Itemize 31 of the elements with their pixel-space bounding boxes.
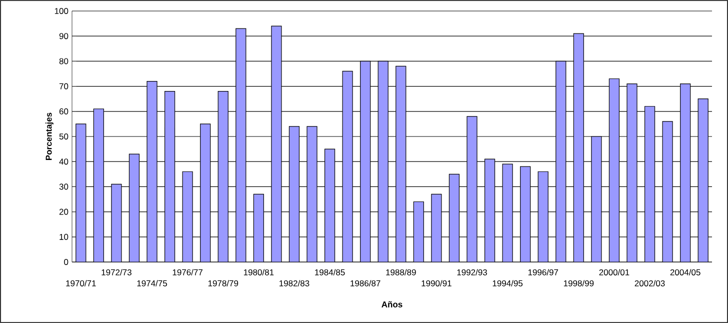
y-tick-label: 50 bbox=[59, 133, 68, 140]
y-tick-label: 40 bbox=[59, 158, 68, 165]
y-tick-label: 10 bbox=[60, 234, 68, 240]
x-tick-label: 1984/85 bbox=[315, 269, 345, 276]
y-tick-label: 70 bbox=[59, 83, 68, 90]
x-tick-label: 2000/01 bbox=[599, 269, 630, 276]
y-tick-label: 20 bbox=[59, 208, 68, 215]
y-tick-label: 80 bbox=[59, 58, 68, 64]
x-tick-label: 1998/99 bbox=[564, 280, 594, 286]
y-tick-label: 30 bbox=[59, 184, 68, 190]
y-axis-title: Porcentajes bbox=[46, 112, 54, 160]
x-axis-title: Años bbox=[382, 301, 402, 308]
x-tick-label: 1972/73 bbox=[102, 269, 132, 276]
x-tick-label: 1992/93 bbox=[457, 269, 487, 276]
x-tick-label: 1976/77 bbox=[172, 269, 202, 276]
x-tick-label: 1996/97 bbox=[528, 269, 558, 276]
x-tick-label: 1970/71 bbox=[66, 280, 96, 286]
x-tick-label: 1980/81 bbox=[244, 269, 274, 276]
x-tick-label: 1994/95 bbox=[492, 280, 523, 286]
x-tick-label: 1990/91 bbox=[422, 280, 452, 286]
y-tick-label: 60 bbox=[59, 108, 68, 114]
y-tick-label: 100 bbox=[54, 8, 68, 14]
x-tick-label: 2002/03 bbox=[634, 280, 665, 286]
x-tick-label: 2004/05 bbox=[670, 269, 700, 276]
x-tick-label: 1974/75 bbox=[137, 280, 168, 286]
x-tick-label: 1978/79 bbox=[208, 280, 238, 286]
y-tick-label: 90 bbox=[59, 33, 68, 40]
x-tick-label: 1986/87 bbox=[350, 280, 380, 286]
y-tick-label: 0 bbox=[64, 258, 68, 265]
x-tick-label: 1982/83 bbox=[280, 280, 310, 286]
x-tick-label: 1988/89 bbox=[386, 269, 416, 276]
